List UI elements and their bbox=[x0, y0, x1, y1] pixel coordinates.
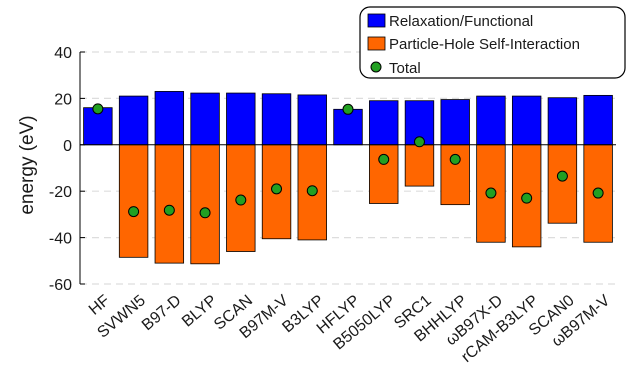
bar-relaxation-11 bbox=[476, 95, 506, 146]
legend-label-relaxation: Relaxation/Functional bbox=[389, 13, 533, 30]
bar-relaxation-6 bbox=[297, 94, 327, 146]
y-tick-label: 40 bbox=[54, 45, 72, 62]
bar-relaxation-13 bbox=[547, 97, 578, 146]
bar-particle-hole-8 bbox=[369, 144, 399, 204]
marker-total-11 bbox=[485, 187, 497, 199]
bar-relaxation-14 bbox=[583, 94, 613, 146]
y-tick-label: 20 bbox=[54, 91, 72, 108]
marker-total-12 bbox=[521, 192, 533, 204]
marker-total-0 bbox=[92, 103, 104, 115]
bar-particle-hole-13 bbox=[547, 144, 578, 224]
y-tick-label: -60 bbox=[49, 277, 72, 294]
legend-box bbox=[359, 6, 626, 79]
bar-relaxation-12 bbox=[511, 95, 542, 146]
bar-particle-hole-10 bbox=[440, 144, 470, 206]
marker-total-7 bbox=[342, 103, 354, 115]
bar-particle-hole-2 bbox=[154, 144, 185, 264]
marker-total-14 bbox=[592, 187, 604, 199]
y-axis-label: energy (eV) bbox=[17, 115, 38, 214]
marker-total-13 bbox=[556, 170, 568, 182]
bar-relaxation-2 bbox=[154, 91, 185, 146]
legend-swatch-particle-hole bbox=[367, 36, 386, 51]
legend-marker-total bbox=[370, 61, 382, 73]
legend-label-particle-hole: Particle-Hole Self-Interaction bbox=[389, 36, 580, 53]
marker-total-4 bbox=[235, 194, 247, 206]
y-tick-label: -20 bbox=[49, 184, 72, 201]
marker-total-6 bbox=[306, 185, 318, 197]
bars bbox=[83, 91, 613, 265]
total-markers bbox=[92, 103, 604, 219]
y-tick-label: 0 bbox=[63, 138, 72, 155]
y-tick-labels: 40 20 0 -20 -40 -60 bbox=[49, 45, 72, 294]
marker-total-2 bbox=[163, 204, 175, 216]
legend-label-total: Total bbox=[389, 60, 421, 77]
legend-swatch-relaxation bbox=[367, 13, 386, 28]
marker-total-10 bbox=[449, 153, 461, 165]
bar-relaxation-8 bbox=[369, 100, 399, 146]
bar-particle-hole-9 bbox=[404, 144, 435, 187]
bar-relaxation-4 bbox=[226, 92, 256, 146]
marker-total-3 bbox=[199, 207, 211, 219]
category-labels: HFSVWN5B97-DBLYPSCANB97M-VB3LYPHFLYPB505… bbox=[86, 292, 614, 366]
marker-total-8 bbox=[378, 153, 390, 165]
category-label-0: HF bbox=[86, 292, 113, 319]
marker-total-1 bbox=[128, 206, 140, 218]
marker-total-9 bbox=[413, 136, 425, 148]
bar-relaxation-3 bbox=[190, 92, 220, 146]
legend: Relaxation/Functional Particle-Hole Self… bbox=[359, 6, 626, 79]
bar-relaxation-1 bbox=[118, 95, 149, 146]
bar-particle-hole-3 bbox=[190, 144, 220, 265]
category-label-2: B97-D bbox=[139, 292, 185, 334]
y-tick-label: -40 bbox=[49, 231, 72, 248]
axes bbox=[79, 52, 616, 284]
bar-particle-hole-1 bbox=[118, 144, 149, 258]
bar-relaxation-5 bbox=[261, 93, 292, 146]
marker-total-5 bbox=[271, 183, 283, 195]
bar-relaxation-10 bbox=[440, 99, 470, 146]
